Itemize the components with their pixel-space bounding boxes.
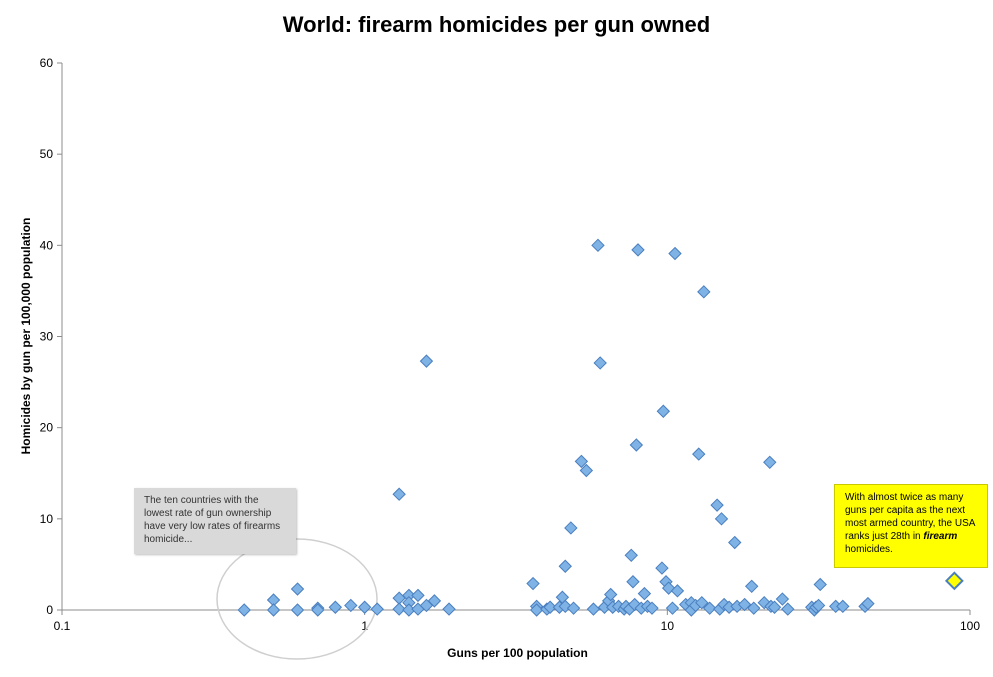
data-point xyxy=(744,579,759,594)
data-point xyxy=(656,404,671,418)
data-point xyxy=(767,600,782,614)
chart-title: World: firearm homicides per gun owned xyxy=(282,12,711,37)
data-points xyxy=(237,238,964,617)
x-tick-label: 0.1 xyxy=(54,619,71,633)
data-point xyxy=(624,548,638,563)
data-point xyxy=(861,596,875,611)
y-tick-label: 40 xyxy=(40,238,54,252)
data-point xyxy=(655,561,669,575)
data-point xyxy=(558,559,572,573)
data-point xyxy=(344,598,358,613)
data-point xyxy=(692,447,706,461)
data-point xyxy=(579,463,594,478)
data-point xyxy=(427,594,442,608)
data-point xyxy=(813,577,827,592)
data-point xyxy=(328,600,343,614)
data-point xyxy=(574,454,589,469)
usa-note-text: With almost twice as many guns per capit… xyxy=(845,492,975,542)
data-point xyxy=(566,601,581,615)
y-tick-label: 30 xyxy=(40,330,54,344)
data-point xyxy=(593,356,607,370)
data-point xyxy=(811,598,826,613)
data-point xyxy=(529,603,544,617)
data-point xyxy=(728,535,742,550)
data-point xyxy=(645,601,659,615)
data-point xyxy=(357,600,372,614)
y-tick-label: 60 xyxy=(40,56,54,70)
data-point xyxy=(781,602,795,616)
data-point xyxy=(702,601,717,615)
data-point xyxy=(266,603,281,617)
data-point xyxy=(747,601,761,615)
x-tick-label: 10 xyxy=(661,619,675,633)
y-tick-label: 10 xyxy=(40,512,54,526)
data-point xyxy=(836,599,850,614)
data-point xyxy=(763,455,777,470)
data-point xyxy=(290,603,305,617)
data-point xyxy=(370,602,384,616)
data-point xyxy=(290,582,305,596)
data-point xyxy=(392,602,406,616)
usa-data-point xyxy=(944,571,964,591)
data-point xyxy=(775,592,790,606)
data-point xyxy=(626,575,640,589)
data-point xyxy=(526,576,540,591)
axes: 0 10 20 30 40 50 60 0.1 1 10 100 xyxy=(40,56,981,633)
data-point xyxy=(591,238,605,253)
data-point xyxy=(586,602,601,616)
low-ownership-note: The ten countries with the lowest rate o… xyxy=(134,488,296,554)
data-point xyxy=(564,521,578,535)
data-point xyxy=(665,601,680,615)
usa-note: With almost twice as many guns per capit… xyxy=(834,484,988,568)
usa-note-suffix: homicides. xyxy=(845,544,893,555)
data-point xyxy=(668,246,682,261)
data-point xyxy=(392,487,406,501)
data-point xyxy=(604,587,618,602)
x-tick-label: 1 xyxy=(361,619,368,633)
y-tick-label: 50 xyxy=(40,147,54,161)
data-point xyxy=(411,588,425,603)
data-point xyxy=(311,603,325,617)
y-tick-label: 0 xyxy=(46,603,53,617)
data-point xyxy=(631,243,645,257)
low-ownership-circle xyxy=(216,538,378,660)
data-point xyxy=(695,595,709,610)
x-axis-label: Guns per 100 population xyxy=(447,646,588,660)
data-point xyxy=(737,597,752,612)
data-point xyxy=(710,498,724,512)
data-point xyxy=(419,354,434,368)
data-point xyxy=(714,512,729,526)
data-point xyxy=(629,438,644,452)
data-point xyxy=(442,602,456,616)
y-tick-label: 20 xyxy=(40,421,54,435)
data-point xyxy=(543,600,557,614)
data-point xyxy=(670,584,685,598)
x-tick-label: 100 xyxy=(960,619,980,633)
data-point xyxy=(697,285,711,299)
usa-note-emphasis: firearm xyxy=(923,531,958,542)
y-axis-label: Homicides by gun per 100,000 population xyxy=(19,217,33,455)
data-point xyxy=(237,603,251,617)
data-point xyxy=(637,586,652,601)
